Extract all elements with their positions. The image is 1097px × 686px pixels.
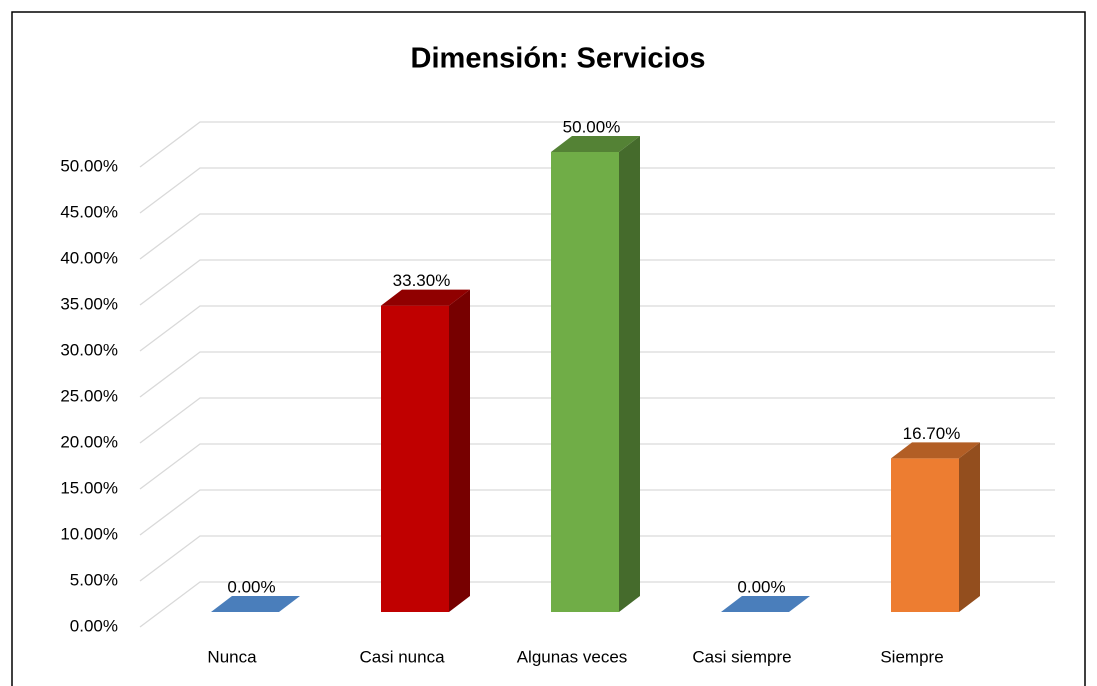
bar-side xyxy=(959,442,980,612)
x-tick-label: Casi siempre xyxy=(692,647,791,666)
bar-front xyxy=(381,305,449,612)
y-tick-label: 50.00% xyxy=(60,156,118,175)
y-tick-label: 40.00% xyxy=(60,248,118,267)
bar-front xyxy=(551,152,619,612)
x-tick-label: Nunca xyxy=(207,647,257,666)
bar-side xyxy=(619,136,640,612)
data-label: 33.30% xyxy=(393,271,451,290)
bar-side xyxy=(449,289,470,612)
bar-top xyxy=(551,136,640,152)
y-tick-label: 35.00% xyxy=(60,294,118,313)
y-tick-label: 25.00% xyxy=(60,386,118,405)
grid-line xyxy=(139,351,1055,398)
x-tick-label: Casi nunca xyxy=(359,647,445,666)
bar xyxy=(551,136,640,612)
bar xyxy=(721,596,810,612)
bar xyxy=(211,596,300,612)
grid-line xyxy=(139,167,1055,214)
grid-line xyxy=(139,397,1055,444)
chart-title: Dimensión: Servicios xyxy=(411,43,706,75)
y-tick-label: 20.00% xyxy=(60,432,118,451)
grid-line xyxy=(139,213,1055,260)
bar xyxy=(891,442,980,612)
bar xyxy=(381,289,470,612)
data-label: 0.00% xyxy=(737,577,785,596)
data-label: 0.00% xyxy=(227,577,275,596)
data-label: 50.00% xyxy=(563,117,621,136)
grid-line xyxy=(139,443,1055,490)
y-tick-label: 0.00% xyxy=(70,616,118,635)
grid-line xyxy=(139,259,1055,306)
grid-line xyxy=(139,489,1055,536)
bar-front xyxy=(891,458,959,612)
grid-line xyxy=(139,581,1055,628)
grid-line xyxy=(139,305,1055,352)
y-tick-label: 15.00% xyxy=(60,478,118,497)
bar-top xyxy=(381,289,470,306)
bar-top xyxy=(721,596,810,612)
x-tick-label: Algunas veces xyxy=(517,647,628,666)
y-tick-label: 45.00% xyxy=(60,202,118,221)
grid-line xyxy=(139,121,1055,168)
y-tick-label: 30.00% xyxy=(60,340,118,359)
y-tick-label: 10.00% xyxy=(60,524,118,543)
y-tick-label: 5.00% xyxy=(70,570,118,589)
x-tick-label: Siempre xyxy=(880,647,943,666)
grid-line xyxy=(139,535,1055,582)
bar-top xyxy=(211,596,300,612)
data-label: 16.70% xyxy=(903,424,961,443)
bar-top xyxy=(891,442,980,459)
